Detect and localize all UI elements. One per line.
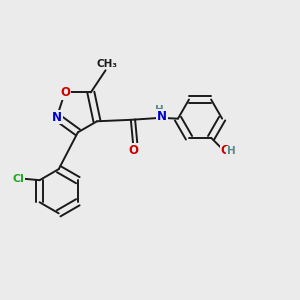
Text: O: O [128, 144, 139, 157]
Text: N: N [52, 111, 62, 124]
Text: Cl: Cl [12, 174, 24, 184]
Text: CH₃: CH₃ [97, 59, 118, 69]
Text: H: H [227, 146, 236, 156]
Text: N: N [157, 110, 167, 123]
Text: O: O [60, 86, 70, 99]
Text: H: H [155, 105, 164, 115]
Text: O: O [220, 144, 230, 157]
